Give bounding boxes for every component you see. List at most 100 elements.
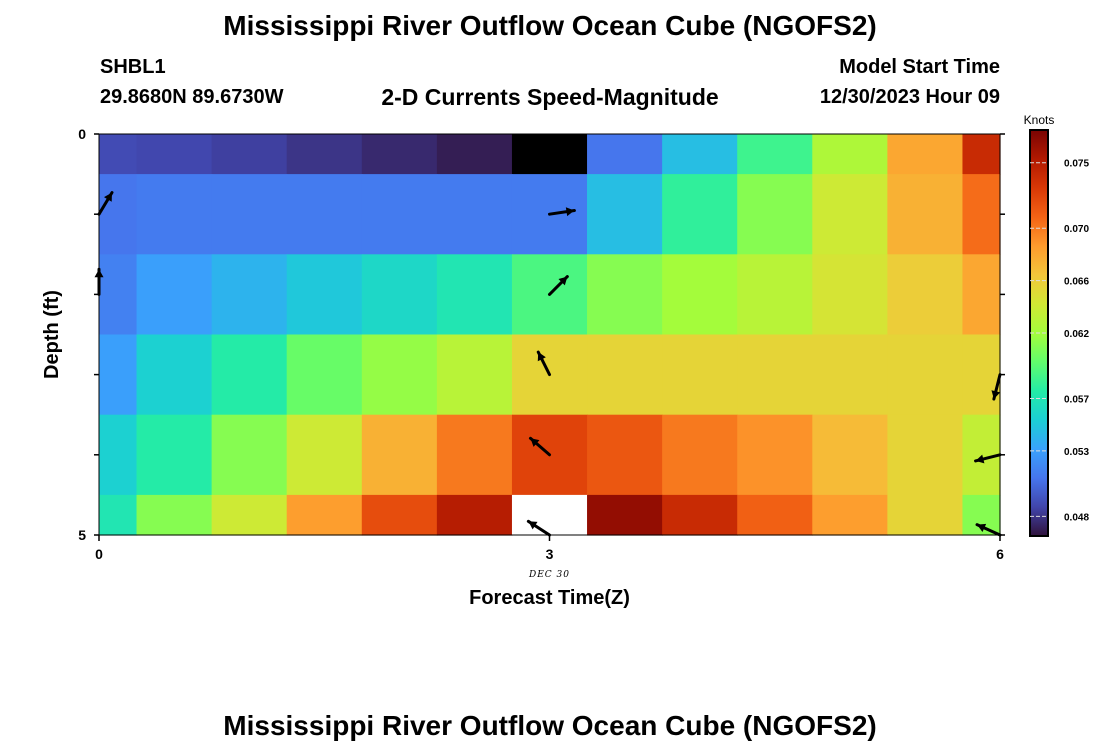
heatmap-cell [737,494,813,536]
heatmap-cell [211,414,288,496]
heatmap-cell [286,494,363,536]
heatmap-cell [99,334,138,416]
heatmap-cell [737,334,813,416]
colorbar-tick-label: 0.070 [1064,224,1089,235]
heatmap-cell [587,254,663,336]
heatmap-cell [587,414,663,496]
current-arrow [536,350,551,377]
heatmap-cell [286,134,363,175]
heatmap-cell [737,174,813,255]
heatmap-cell [361,494,438,536]
heatmap-cell [436,174,513,255]
heatmap-cell [587,494,663,536]
colorbar-tick-label: 0.066 [1064,277,1089,288]
heatmap-cell [136,414,213,496]
heatmap-cell [436,414,513,496]
heatmap-cell [662,414,738,496]
colorbar-unit: Knots [1024,113,1055,127]
heatmap-cell [962,334,1001,416]
heatmap-cell [361,414,438,496]
heatmap-cell [136,494,213,536]
heatmap-cell [136,174,213,255]
current-arrow [548,275,569,296]
heatmap-cell [662,134,738,175]
colorbar-tick-label: 0.057 [1064,394,1089,405]
y-tick-label: 0 [78,126,86,142]
colorbar-ticks: 0.075 0.070 0.066 0.062 0.057 0.053 0.048 [1030,159,1089,523]
heatmap-cell [511,134,588,175]
heatmap-cell [812,414,888,496]
y-tick-label: 5 [78,527,86,543]
x-tick-label: 6 [996,546,1004,562]
heatmap-cell [887,414,964,496]
heatmap-cell [361,254,438,336]
axis-ticks [94,133,1005,541]
heatmap-cell [962,134,1001,175]
heatmap-cells [99,134,1001,536]
heatmap-cell [737,134,813,175]
heatmap-cell [211,134,288,175]
model-start-label: Model Start Time [839,56,1000,78]
current-arrow [526,519,551,537]
model-start-value: 12/30/2023 Hour 09 [819,86,1000,108]
heatmap-cell [136,134,213,175]
heatmap-cell [887,494,964,536]
heatmap-cell [436,494,513,536]
heatmap-cell [99,494,138,536]
heatmap-cell [211,254,288,336]
heatmap-cell [887,134,964,175]
heatmap-cell [887,174,964,255]
colorbar-tick-label: 0.048 [1064,512,1089,523]
current-arrow [974,453,1002,464]
heatmap-cell [662,174,738,255]
heatmap-cell [99,414,138,496]
current-arrow [975,523,1002,537]
heatmap-cell [737,254,813,336]
heatmap-cell [662,334,738,416]
current-arrow [97,191,114,216]
chart-main-title: Mississippi River Outflow Ocean Cube (NG… [223,10,877,41]
heatmap-cell [286,174,363,255]
heatmap-cell [887,254,964,336]
heatmap-cell [737,414,813,496]
station-coordinates: 29.8680N 89.6730W [100,86,284,108]
heatmap-cell [436,334,513,416]
heatmap-cell [361,174,438,255]
colorbar-tick-label: 0.053 [1064,447,1089,458]
heatmap-cell [286,254,363,336]
heatmap-cell [511,494,588,536]
date-sublabel: DEC 30 [528,570,570,580]
heatmap-cell [662,254,738,336]
heatmap-cell [99,254,138,336]
heatmap-cell [587,174,663,255]
heatmap-cell [812,254,888,336]
heatmap-cell [812,494,888,536]
heatmap-cell [136,334,213,416]
chart-footer-title: Mississippi River Outflow Ocean Cube (NG… [223,710,877,741]
heatmap-cell [662,494,738,536]
heatmap-cell [211,174,288,255]
plot-title: 2-D Currents Speed-Magnitude [381,84,719,110]
current-arrow [528,436,551,457]
heatmap-cell [361,134,438,175]
heatmap-cell [99,174,138,255]
x-tick-label: 3 [546,546,554,562]
x-axis-title: Forecast Time(Z) [469,587,630,609]
heatmap-cell [211,494,288,536]
station-name: SHBL1 [100,56,166,78]
heatmap-cell [887,334,964,416]
heatmap-cell [286,414,363,496]
heatmap-cell [436,254,513,336]
heatmap-cell [436,134,513,175]
heatmap-cell [812,174,888,255]
colorbar-tick-label: 0.062 [1064,329,1089,340]
heatmap-cell [962,254,1001,336]
heatmap-cell [962,174,1001,255]
current-arrow [548,207,576,217]
heatmap-cell [587,134,663,175]
heatmap-cell [587,334,663,416]
heatmap-cell [211,334,288,416]
x-tick-label: 0 [95,546,103,562]
heatmap-cell [361,334,438,416]
heatmap-cell [812,134,888,175]
